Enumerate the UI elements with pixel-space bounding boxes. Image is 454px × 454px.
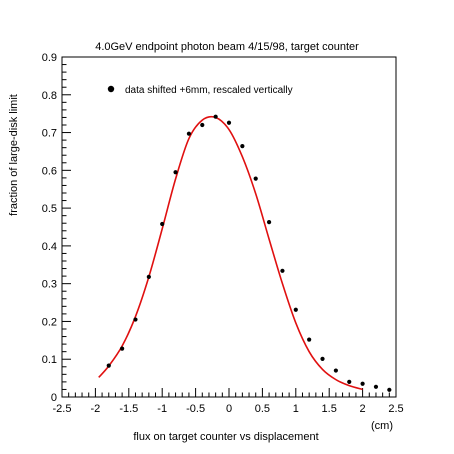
- data-point: [307, 337, 312, 342]
- legend-marker: [107, 85, 115, 93]
- data-point: [387, 387, 392, 392]
- x-tick-label: 2: [360, 403, 366, 415]
- x-tick-label: 2.5: [388, 403, 403, 415]
- data-point: [146, 274, 151, 279]
- y-tick-label: 0.9: [42, 52, 57, 64]
- x-tick-label: -2: [91, 403, 101, 415]
- y-tick-label: 0.6: [42, 165, 57, 177]
- data-point: [280, 268, 285, 273]
- y-tick-label: 0.1: [42, 354, 57, 366]
- data-point: [106, 363, 111, 368]
- y-tick-label: 0.5: [42, 203, 57, 215]
- data-point: [160, 221, 165, 227]
- y-axis-label: fraction of large-disk limit: [8, 94, 20, 216]
- y-tick-label: 0: [51, 392, 57, 404]
- x-axis-label: flux on target counter vs displacement: [133, 431, 318, 443]
- data-point: [213, 114, 218, 119]
- x-tick-label: 0: [226, 403, 232, 415]
- axis-ticks: -2.5 -2 -1.5 -1 -0.5 0 0.5 1 1.5 2 2.5 0 0.1 0.2 0.3 0.…: [42, 52, 404, 415]
- x-tick-label: -1.5: [119, 403, 138, 415]
- x-tick-label: 1.5: [322, 403, 337, 415]
- y-tick-label: 0.7: [42, 128, 57, 140]
- legend-entry: data shifted +6mm, rescaled vertically: [125, 85, 293, 96]
- x-tick-label: 0.5: [255, 403, 270, 415]
- y-tick-label: 0.2: [42, 316, 57, 328]
- y-tick-label: 0.8: [42, 90, 57, 102]
- data-point: [266, 219, 272, 225]
- y-tick-label: 0.3: [42, 279, 57, 291]
- plot-frame: [61, 56, 397, 398]
- data-point: [240, 144, 245, 149]
- data-point: [293, 307, 298, 312]
- data-point: [173, 170, 178, 175]
- x-tick-label: -0.5: [186, 403, 205, 415]
- data-point: [253, 176, 258, 181]
- x-tick-label: -1: [157, 403, 167, 415]
- fit-curve: [98, 115, 363, 391]
- data-points-layer: [106, 114, 392, 392]
- data-point: [186, 131, 192, 136]
- data-point: [333, 368, 338, 373]
- chart-title: 4.0GeV endpoint photon beam 4/15/98, tar…: [95, 41, 359, 53]
- data-point: [320, 356, 325, 361]
- x-tick-label: 1: [293, 403, 299, 415]
- x-axis-unit: (cm): [371, 420, 393, 432]
- x-tick-label: -2.5: [53, 403, 72, 415]
- y-tick-label: 0.4: [42, 241, 57, 253]
- data-point: [120, 346, 125, 351]
- fit-curve-layer: [98, 115, 363, 391]
- data-point: [373, 384, 379, 389]
- data-point: [226, 120, 232, 125]
- data-point: [360, 381, 365, 386]
- data-point: [200, 122, 205, 128]
- data-point: [133, 317, 138, 322]
- data-point: [347, 379, 352, 384]
